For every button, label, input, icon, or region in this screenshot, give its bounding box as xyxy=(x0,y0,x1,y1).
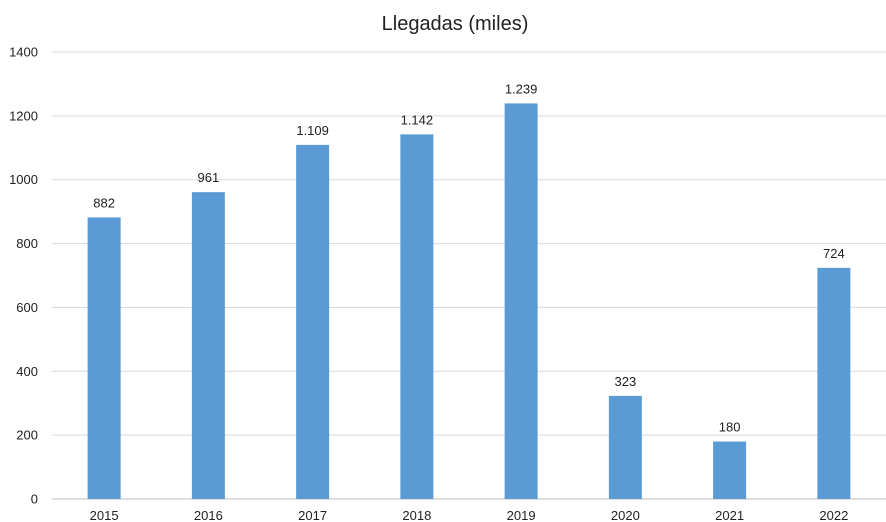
y-tick-label: 600 xyxy=(16,300,38,315)
y-axis-ticks: 0 200 400 600 800 1000 1200 1400 xyxy=(9,45,38,507)
bar xyxy=(400,134,434,499)
bars: 882 961 1.109 1.142 1.239 323 180 724 xyxy=(87,81,851,499)
data-label: 724 xyxy=(823,246,845,261)
data-label: 180 xyxy=(719,420,741,435)
x-tick-label: 2022 xyxy=(819,508,848,522)
bar xyxy=(713,441,747,499)
y-tick-label: 1200 xyxy=(9,108,38,123)
bar xyxy=(87,217,121,499)
x-tick-label: 2018 xyxy=(402,508,431,522)
data-label: 1.109 xyxy=(296,123,329,138)
data-label: 1.239 xyxy=(505,81,538,96)
y-tick-label: 1000 xyxy=(9,172,38,187)
bar xyxy=(608,395,642,499)
y-tick-label: 400 xyxy=(16,364,38,379)
gridlines xyxy=(52,51,886,500)
x-tick-label: 2015 xyxy=(90,508,119,522)
x-tick-label: 2019 xyxy=(507,508,536,522)
bar xyxy=(296,144,330,499)
x-tick-label: 2021 xyxy=(715,508,744,522)
data-label: 961 xyxy=(198,170,220,185)
x-tick-label: 2016 xyxy=(194,508,223,522)
bar xyxy=(191,192,225,499)
data-label: 323 xyxy=(615,374,637,389)
x-axis-ticks: 2015 2016 2017 2018 2019 2020 2021 2022 xyxy=(90,508,849,522)
chart-title: Llegadas (miles) xyxy=(382,13,529,35)
y-tick-label: 0 xyxy=(31,492,38,507)
y-tick-label: 1400 xyxy=(9,45,38,60)
y-tick-label: 200 xyxy=(16,428,38,443)
y-tick-label: 800 xyxy=(16,236,38,251)
bar xyxy=(504,103,538,499)
x-tick-label: 2017 xyxy=(298,508,327,522)
x-tick-label: 2020 xyxy=(611,508,640,522)
bar xyxy=(817,267,851,499)
data-label: 882 xyxy=(93,195,115,210)
data-label: 1.142 xyxy=(401,112,434,127)
